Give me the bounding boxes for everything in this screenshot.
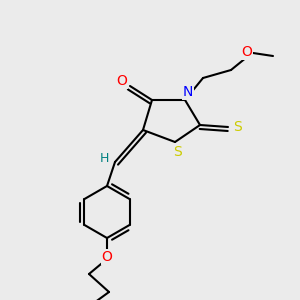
Text: S: S xyxy=(174,145,182,159)
Text: O: O xyxy=(117,74,128,88)
Text: N: N xyxy=(183,85,193,99)
Text: H: H xyxy=(99,152,109,164)
Text: O: O xyxy=(242,45,252,59)
Text: S: S xyxy=(232,120,242,134)
Text: O: O xyxy=(102,250,112,264)
